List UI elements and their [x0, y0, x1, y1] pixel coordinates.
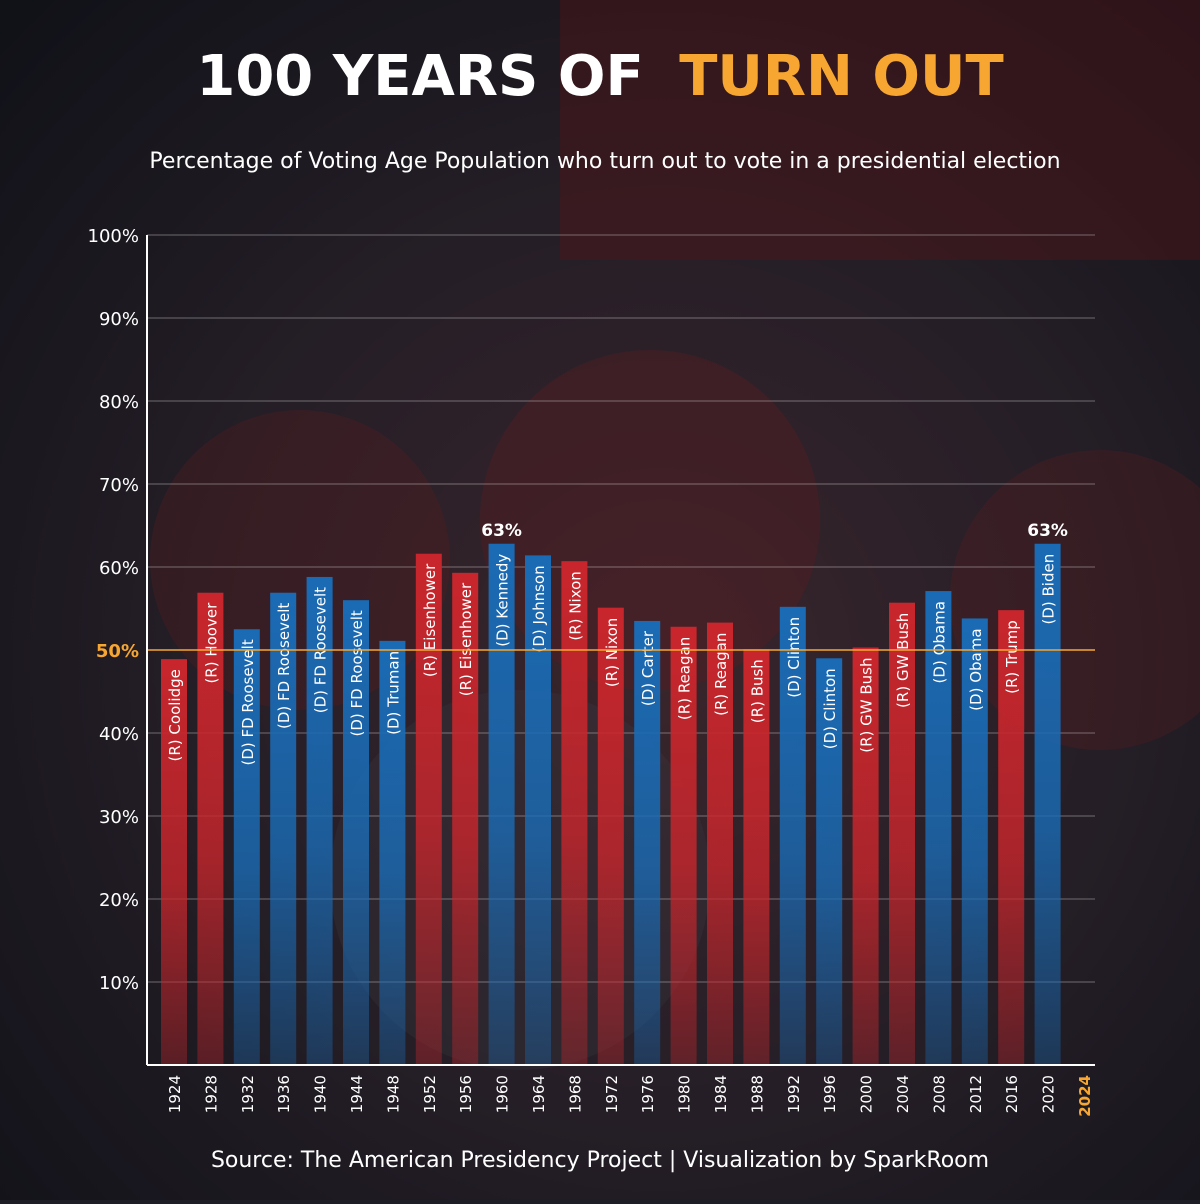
x-tick-label: 1932	[239, 1075, 257, 1113]
bar	[452, 572, 479, 1065]
x-tick-label: 1924	[166, 1075, 184, 1113]
y-tick-label: 30%	[99, 807, 139, 828]
bar-label: (R) Reagan	[676, 637, 694, 720]
x-tick-label: 1952	[421, 1075, 439, 1113]
bar-label: (D) Johnson	[530, 565, 548, 652]
bar-label: (D) Clinton	[821, 668, 839, 749]
x-tick-label: 2020	[1040, 1075, 1058, 1113]
bar	[1034, 543, 1061, 1065]
bar	[816, 658, 843, 1065]
bar-label: (D) FD Roosevelt	[275, 603, 293, 729]
bar	[379, 640, 406, 1065]
bar-label: (D) Carter	[639, 630, 657, 706]
bar-label: (R) Bush	[748, 659, 766, 723]
bar	[925, 591, 952, 1065]
x-tick-label: 1944	[348, 1075, 366, 1113]
bar	[306, 576, 333, 1065]
bar-label: (R) Coolidge	[166, 669, 184, 761]
bar-label: (D) Biden	[1040, 554, 1058, 625]
bar	[998, 610, 1025, 1065]
bar	[343, 600, 369, 1065]
x-tick-label: 1928	[202, 1075, 220, 1113]
bar	[743, 649, 770, 1065]
y-tick-label: 70%	[99, 475, 139, 496]
y-tick-label: 100%	[88, 226, 139, 247]
x-tick-label: 2008	[930, 1075, 948, 1113]
background-button	[150, 410, 450, 710]
x-tick-label: 1976	[639, 1075, 657, 1113]
x-tick-label: 1996	[821, 1075, 839, 1113]
bar-label: (D) Clinton	[785, 617, 803, 698]
bar	[852, 647, 879, 1065]
bar-label: (R) Reagan	[712, 633, 730, 716]
chart-title: 100 YEARS OF TURN OUT	[196, 44, 1003, 109]
x-tick-label: 1984	[712, 1075, 730, 1113]
bar-label: (R) GW Bush	[858, 658, 876, 753]
bar-label: (D) FD Roosevelt	[348, 610, 366, 736]
bar	[233, 629, 260, 1065]
y-tick-label: 50%	[96, 641, 139, 662]
x-tick-label: 1988	[748, 1075, 766, 1113]
source: Source: The American Presidency Project …	[211, 1148, 989, 1173]
bar	[670, 626, 697, 1065]
bar	[889, 602, 915, 1065]
y-tick-label: 40%	[99, 724, 139, 745]
x-tick-label: 1972	[603, 1075, 621, 1113]
bar	[561, 561, 588, 1065]
bar	[415, 553, 442, 1065]
x-tick-label: 2016	[1003, 1075, 1021, 1113]
y-tick-label: 60%	[99, 558, 139, 579]
x-tick-label: 1936	[275, 1075, 293, 1113]
x-tick-label: 1968	[566, 1075, 584, 1113]
y-tick-label: 20%	[99, 890, 139, 911]
bar-label: (R) Eisenhower	[457, 582, 475, 696]
bar-label: (D) Kennedy	[494, 554, 512, 647]
background-stripe	[560, 0, 1200, 260]
bar	[707, 622, 733, 1065]
bar-label: (R) Trump	[1003, 620, 1021, 694]
x-tick-label: 2012	[967, 1075, 985, 1113]
chart-subtitle: Percentage of Voting Age Population who …	[149, 149, 1060, 174]
bar-label: (R) Eisenhower	[421, 563, 439, 677]
x-tick-label: 1956	[457, 1075, 475, 1113]
bar-label: (D) Truman	[384, 651, 402, 735]
bar	[961, 618, 988, 1065]
y-tick-label: 10%	[99, 973, 139, 994]
y-tick-label: 80%	[99, 392, 139, 413]
bar	[197, 592, 224, 1065]
bar-label: (R) Hoover	[202, 602, 220, 684]
bar-label: (D) FD Roosevelt	[239, 639, 257, 765]
bar-label: (D) Obama	[930, 601, 948, 683]
bar	[270, 592, 297, 1065]
title-part: 100 YEARS OF	[196, 44, 643, 109]
value-label: 63%	[1027, 521, 1068, 541]
bar	[597, 607, 624, 1065]
x-tick-label: 2000	[858, 1075, 876, 1113]
x-tick-label: 1940	[312, 1075, 330, 1113]
x-tick-label: 1948	[384, 1075, 402, 1113]
bar	[488, 543, 515, 1065]
bar	[525, 555, 551, 1065]
x-tick-label: 1992	[785, 1075, 803, 1113]
bar-label: (R) GW Bush	[894, 613, 912, 708]
title-highlight: TURN OUT	[679, 44, 1003, 109]
bar	[779, 606, 806, 1065]
bar-label: (D) Obama	[967, 628, 985, 710]
value-label: 63%	[481, 521, 522, 541]
x-tick-label: 1964	[530, 1075, 548, 1113]
bar-label: (R) Nixon	[603, 618, 621, 687]
x-tick-label: 2004	[894, 1075, 912, 1113]
x-tick-label: 1960	[494, 1075, 512, 1113]
y-tick-label: 90%	[99, 309, 139, 330]
bar-label: (R) Nixon	[566, 571, 584, 640]
x-tick-label: 1980	[676, 1075, 694, 1113]
bar	[634, 620, 661, 1065]
x-tick-label: 2024	[1076, 1075, 1094, 1117]
bar	[161, 659, 187, 1065]
